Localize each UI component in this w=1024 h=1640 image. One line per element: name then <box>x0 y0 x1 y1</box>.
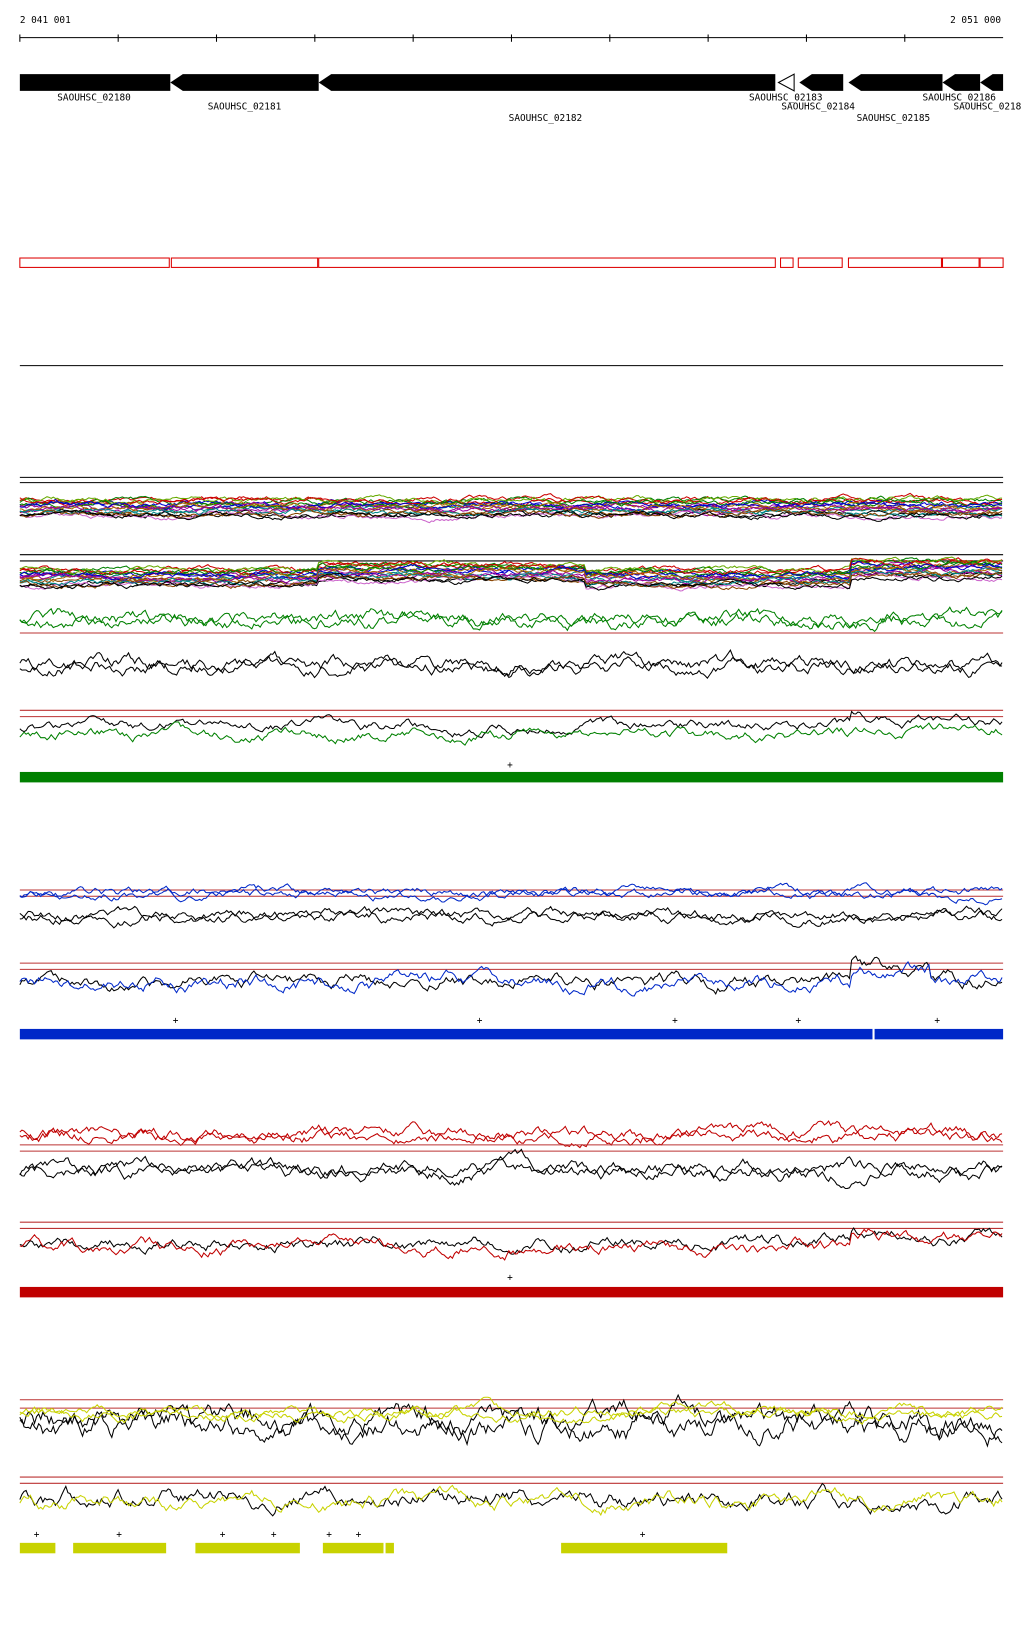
signal-line <box>19 905 1003 926</box>
signal-line <box>19 905 1003 929</box>
signal-line <box>19 1156 1003 1190</box>
gene-label: SAOUHSC_02181 <box>208 102 282 113</box>
gene-label: SAOUHSC_02184 <box>781 102 855 113</box>
signal-line <box>19 1484 1003 1517</box>
signal-line <box>19 1227 1003 1256</box>
signal-line <box>19 557 1003 577</box>
signal-line <box>19 721 1003 746</box>
ruler-start: 2 041 001 <box>20 15 71 26</box>
strand-mark: + <box>507 760 513 771</box>
signal-line <box>19 494 1003 506</box>
gene-label: SAOUHSC_02183 <box>749 92 823 103</box>
signal-line <box>19 561 1003 579</box>
strand-mark: + <box>116 1530 122 1541</box>
signal-line <box>19 1393 1003 1447</box>
signal-line <box>19 607 1003 633</box>
signal-line <box>19 1121 1003 1149</box>
signal-line <box>19 563 1003 582</box>
signal-line <box>19 882 1003 902</box>
feature-boxes <box>19 257 1004 268</box>
signal-line <box>19 1396 1003 1423</box>
gene-label: SAOUHSC_02182 <box>509 113 583 124</box>
signal-line <box>19 569 1003 588</box>
strand-mark: + <box>326 1530 332 1541</box>
gene-arrows <box>19 73 1004 92</box>
signal-line <box>19 961 1003 997</box>
signal-line <box>19 955 1003 996</box>
signal-line <box>19 565 1003 584</box>
ruler-end: 2 051 000 <box>950 15 1001 26</box>
strand-mark: + <box>477 1016 483 1027</box>
gene-label: SAOUHSC_02180 <box>57 92 131 103</box>
strand-mark: + <box>795 1016 801 1027</box>
strand-mark: + <box>220 1530 226 1541</box>
gene-label: SAOUHSC_0218 <box>954 102 1022 113</box>
strand-mark: + <box>356 1530 362 1541</box>
signal-line <box>19 1228 1003 1261</box>
bars <box>19 771 1004 1554</box>
signal-line <box>19 652 1003 679</box>
signal-line <box>19 508 1003 519</box>
strand-mark: + <box>934 1016 940 1027</box>
signal-line <box>19 1148 1003 1184</box>
gene-label: SAOUHSC_02185 <box>857 113 931 124</box>
signal-line <box>19 606 1003 631</box>
signal-line <box>19 882 1003 906</box>
strand-mark: + <box>672 1016 678 1027</box>
signal-line <box>19 1401 1003 1448</box>
strand-mark: + <box>173 1016 179 1027</box>
signal-line <box>19 509 1003 522</box>
strand-mark: + <box>640 1530 646 1541</box>
signal-line <box>19 649 1003 679</box>
signal-line <box>19 492 1003 507</box>
signal-line <box>19 1482 1003 1517</box>
strand-mark: + <box>271 1530 277 1541</box>
signal-line <box>19 1404 1003 1425</box>
gene-label: SAOUHSC_02186 <box>922 92 996 103</box>
signal-line <box>19 572 1003 591</box>
signal-line <box>19 710 1003 739</box>
strand-mark: + <box>507 1273 513 1284</box>
strand-mark: + <box>34 1530 40 1541</box>
